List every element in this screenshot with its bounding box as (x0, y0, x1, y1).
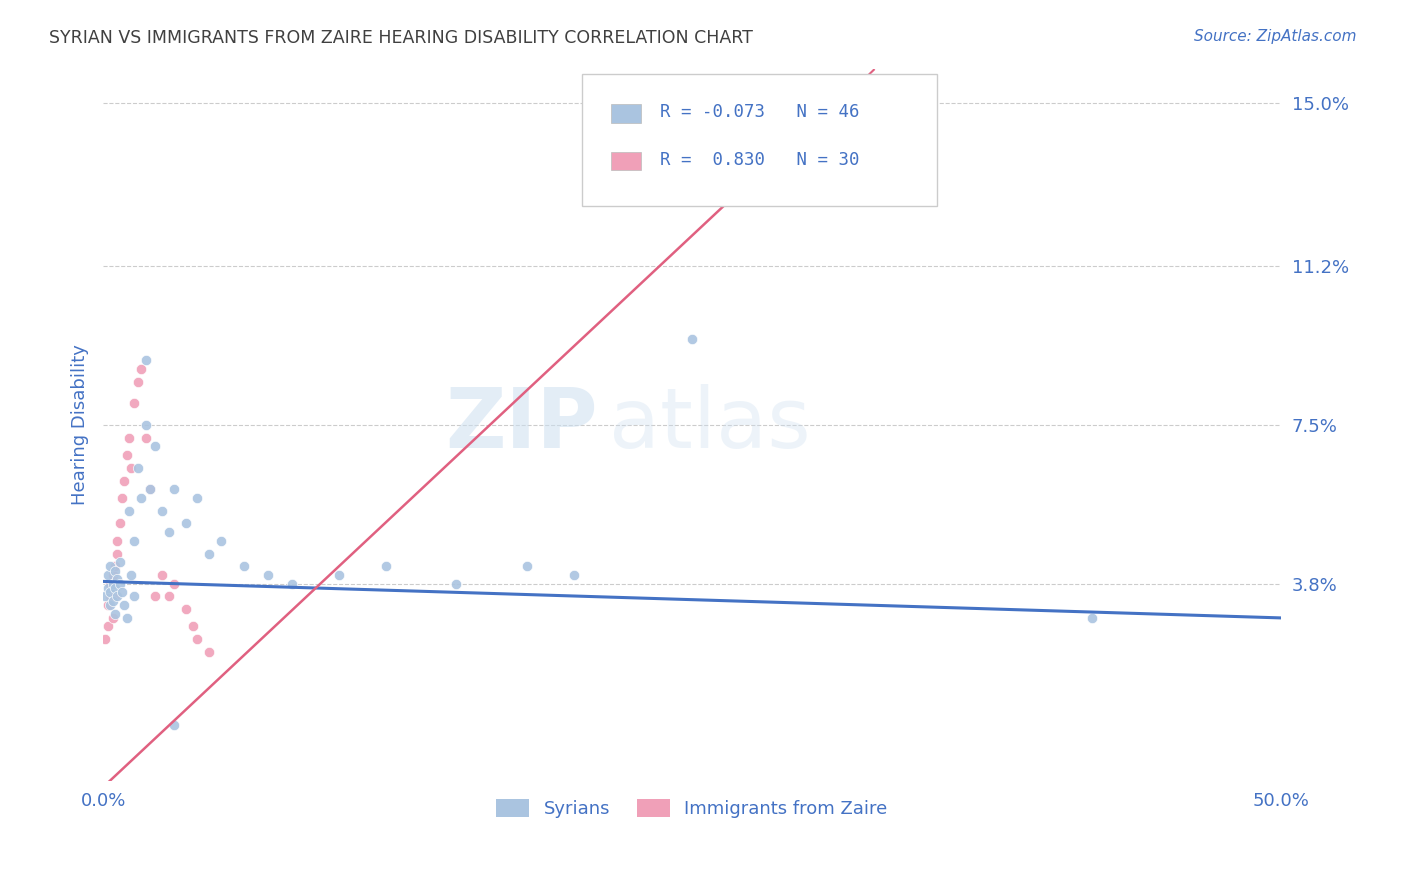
Point (157, 524, 180, 539)
FancyBboxPatch shape (610, 104, 641, 123)
Point (233, 559, 256, 574)
Point (98, 585, 121, 599)
Point (120, 460, 142, 475)
Point (139, 482, 162, 496)
Point (94, 632, 117, 647)
Point (105, 572, 128, 586)
Point (129, 362, 152, 376)
Point (143, 590, 166, 604)
Point (257, 568, 280, 582)
Point (101, 568, 124, 582)
Point (97, 598, 120, 612)
Point (157, 590, 180, 604)
Point (98, 598, 121, 612)
Text: ZIP: ZIP (446, 384, 598, 466)
Point (127, 460, 149, 475)
Point (104, 559, 127, 574)
Text: atlas: atlas (609, 384, 811, 466)
Point (446, 576, 468, 591)
Point (97, 619, 120, 633)
Point (134, 353, 156, 368)
Text: Source: ZipAtlas.com: Source: ZipAtlas.com (1194, 29, 1357, 44)
Y-axis label: Hearing Disability: Hearing Disability (72, 344, 89, 505)
Point (97, 581, 120, 595)
Point (97, 568, 120, 582)
Point (122, 533, 145, 548)
Point (108, 516, 131, 531)
Point (115, 611, 138, 625)
Point (134, 417, 156, 432)
Point (198, 547, 221, 561)
Point (174, 516, 197, 531)
Point (104, 607, 127, 621)
Point (150, 503, 173, 517)
Point (1081, 611, 1104, 625)
Point (112, 474, 135, 488)
Point (143, 439, 166, 453)
Point (186, 632, 208, 647)
FancyBboxPatch shape (582, 73, 936, 206)
Point (139, 482, 162, 496)
Point (101, 576, 124, 591)
Point (174, 602, 197, 616)
Point (120, 568, 142, 582)
Text: R = -0.073   N = 46: R = -0.073 N = 46 (659, 103, 859, 121)
Point (209, 533, 232, 548)
Point (198, 645, 221, 659)
Point (105, 547, 128, 561)
Point (150, 568, 173, 582)
Point (115, 448, 138, 462)
Point (681, 332, 703, 346)
Point (98, 576, 121, 591)
Text: SYRIAN VS IMMIGRANTS FROM ZAIRE HEARING DISABILITY CORRELATION CHART: SYRIAN VS IMMIGRANTS FROM ZAIRE HEARING … (49, 29, 754, 46)
Point (111, 585, 134, 599)
Point (94, 590, 117, 604)
Point (134, 431, 156, 445)
Text: R =  0.830   N = 30: R = 0.830 N = 30 (659, 151, 859, 169)
Point (105, 590, 128, 604)
Point (104, 564, 127, 578)
Point (127, 375, 149, 389)
Point (328, 568, 350, 582)
Point (374, 559, 396, 574)
Point (101, 611, 124, 625)
Point (108, 576, 131, 591)
Point (122, 590, 145, 604)
Point (562, 568, 585, 582)
Point (105, 533, 128, 548)
Point (98, 559, 121, 574)
Point (108, 555, 131, 569)
Point (104, 590, 127, 604)
Point (163, 718, 186, 732)
Point (98, 590, 121, 604)
Point (129, 491, 152, 505)
Point (163, 482, 186, 496)
Point (122, 396, 145, 410)
Legend: Syrians, Immigrants from Zaire: Syrians, Immigrants from Zaire (489, 791, 894, 825)
FancyBboxPatch shape (610, 152, 641, 170)
Point (104, 581, 127, 595)
Point (101, 593, 124, 607)
Point (181, 619, 204, 633)
Point (186, 491, 208, 505)
Point (111, 491, 134, 505)
Point (112, 598, 135, 612)
Point (280, 576, 302, 591)
Point (516, 559, 538, 574)
Point (118, 503, 141, 517)
Point (118, 431, 141, 445)
Point (163, 576, 186, 591)
